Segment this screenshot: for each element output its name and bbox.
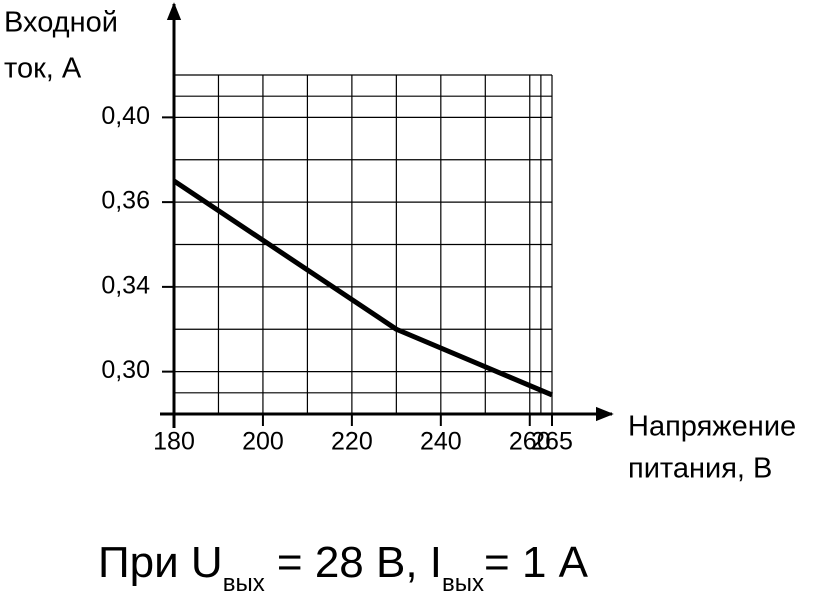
x-tick-label: 240 [420, 428, 462, 456]
y-axis-label: ток, А [4, 53, 82, 85]
x-tick-label: 200 [242, 428, 284, 456]
y-axis-label: Входной [4, 7, 118, 39]
y-tick-label: 0,34 [101, 271, 150, 299]
data-line [172, 178, 553, 398]
y-tick-label: 0,30 [101, 356, 150, 384]
y-tick-label: 0,36 [101, 187, 150, 215]
annotation: При Uвых = 28 В, Iвых= 1 А [98, 538, 589, 598]
x-tick-label: 260 [509, 428, 551, 456]
annotation-part: = 1 А [484, 538, 589, 587]
x-axis-label: Напряжение [628, 411, 796, 443]
annotation-subscript: вых [442, 570, 484, 597]
x-tick-label: 265 [531, 428, 573, 456]
annotation-part: При U [98, 538, 223, 587]
x-axis-label: питания, В [628, 453, 772, 485]
x-tick-label: 220 [331, 428, 373, 456]
x-tick-label: 180 [153, 428, 195, 456]
annotation-subscript: вых [223, 570, 265, 597]
annotation-part: = 28 В, I [265, 538, 442, 587]
y-tick-label: 0,40 [101, 102, 150, 130]
